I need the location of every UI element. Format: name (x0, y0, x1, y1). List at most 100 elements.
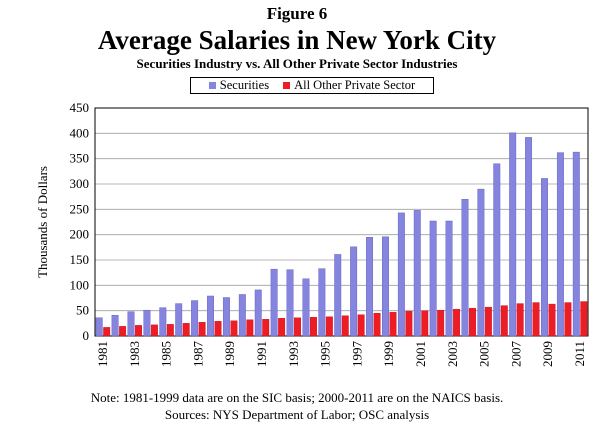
chart-title: Average Salaries in New York City (97, 25, 497, 55)
x-tick-label: 2007 (508, 341, 523, 368)
bar-securities (397, 212, 405, 337)
bar-securities (318, 268, 326, 337)
bar-other-private (325, 316, 333, 337)
bar-securities (493, 163, 501, 337)
bar-other-private (548, 303, 556, 337)
x-tick-label: 1987 (190, 341, 205, 368)
x-tick-label: 2003 (445, 341, 460, 367)
y-tick-label: 250 (70, 201, 90, 216)
bar-securities (366, 236, 374, 337)
y-tick-label: 400 (70, 125, 90, 140)
x-tick-label: 1997 (349, 341, 364, 368)
x-tick-label: 1995 (318, 341, 333, 367)
bar-securities (191, 300, 199, 337)
bar-other-private (214, 321, 222, 337)
bar-securities (111, 315, 119, 337)
bar-other-private (166, 324, 174, 337)
bar-securities (445, 220, 453, 337)
bar-other-private (230, 320, 238, 337)
bar-other-private (437, 309, 445, 337)
bar-other-private (389, 311, 397, 337)
bar-securities (238, 294, 246, 337)
legend-item-other-private: All Other Private Sector (283, 78, 415, 93)
x-tick-label: 1985 (159, 341, 174, 367)
bar-securities (382, 236, 389, 337)
legend-label-securities: Securities (219, 78, 270, 92)
x-tick-label: 2005 (477, 341, 492, 367)
bar-securities (207, 295, 214, 337)
legend-item-securities: Securities (208, 78, 270, 93)
y-tick-label: 200 (70, 227, 90, 242)
bar-other-private (421, 310, 429, 337)
bar-securities (429, 220, 437, 337)
x-tick-label: 1999 (381, 341, 396, 367)
legend-swatch-securities (208, 82, 216, 89)
bar-securities (413, 210, 421, 337)
legend-label-other-private: All Other Private Sector (294, 78, 416, 92)
bar-securities (350, 246, 358, 337)
bar-securities (270, 268, 278, 337)
bar-securities (477, 188, 485, 337)
bar-other-private (500, 305, 508, 337)
bar-chart: 0 50 100 150 200 250 300 350 400 450 Thousands of … (35, 100, 589, 368)
bar-securities (461, 198, 469, 337)
y-tick-label: 300 (70, 176, 90, 191)
x-tick-label: 2011 (572, 341, 587, 367)
bar-securities (222, 297, 230, 337)
x-tick-label: 1983 (127, 341, 142, 367)
y-tick-label: 100 (70, 277, 90, 292)
bar-securities (127, 311, 135, 337)
bar-securities (302, 278, 310, 337)
legend-swatch-other-private (283, 82, 291, 89)
bar-other-private (309, 317, 317, 337)
bar-other-private (532, 302, 540, 337)
bar-other-private (119, 326, 127, 337)
chart-subtitle: Securities Industry vs. All Other Privat… (136, 56, 458, 71)
y-axis-label: Thousands of Dollars (35, 166, 50, 278)
bar-other-private (357, 314, 365, 337)
bar-other-private (453, 308, 461, 337)
bar-securities (334, 254, 342, 337)
bar-securities (541, 178, 548, 337)
x-tick-label: 1993 (286, 341, 301, 367)
plot-frame (94, 107, 589, 337)
bar-securities (95, 317, 103, 337)
x-tick-label: 1981 (95, 341, 110, 367)
bar-other-private (294, 317, 301, 337)
data-basis-note: Note: 1981-1999 data are on the SIC basi… (90, 390, 504, 405)
bar-other-private (198, 322, 206, 337)
x-tick-label: 2009 (540, 341, 555, 367)
bar-securities (159, 307, 167, 337)
bar-securities (556, 152, 564, 337)
y-tick-label: 0 (83, 328, 90, 343)
bar-securities (175, 303, 183, 337)
bar-securities (509, 132, 517, 337)
bar-securities (254, 289, 262, 337)
figure-label: Figure 6 (266, 4, 328, 23)
x-tick-label: 1989 (222, 341, 237, 367)
bar-other-private (103, 327, 111, 337)
bar-other-private (278, 318, 286, 337)
y-tick-label: 150 (70, 252, 90, 267)
bar-other-private (469, 307, 476, 337)
bar-securities (286, 269, 294, 337)
bar-other-private (135, 325, 142, 337)
bar-other-private (484, 306, 492, 337)
bar-other-private (516, 303, 524, 337)
bar-securities (143, 309, 151, 337)
y-tick-label: 50 (76, 303, 89, 318)
sources-note: Sources: NYS Department of Labor; OSC an… (164, 407, 430, 422)
y-tick-label: 450 (70, 100, 90, 115)
bar-other-private (150, 324, 158, 337)
bar-other-private (341, 315, 349, 337)
x-tick-label: 1991 (254, 341, 269, 367)
chart-notes: Note: 1981-1999 data are on the SIC basi… (0, 389, 594, 423)
x-tick-label: 2001 (413, 341, 428, 367)
bar-other-private (580, 301, 588, 337)
y-tick-label: 350 (70, 151, 90, 166)
bar-securities (525, 137, 533, 337)
chart-legend: Securities All Other Private Sector (190, 77, 434, 94)
bar-other-private (564, 302, 572, 337)
bar-other-private (405, 310, 413, 337)
bar-other-private (373, 313, 381, 337)
